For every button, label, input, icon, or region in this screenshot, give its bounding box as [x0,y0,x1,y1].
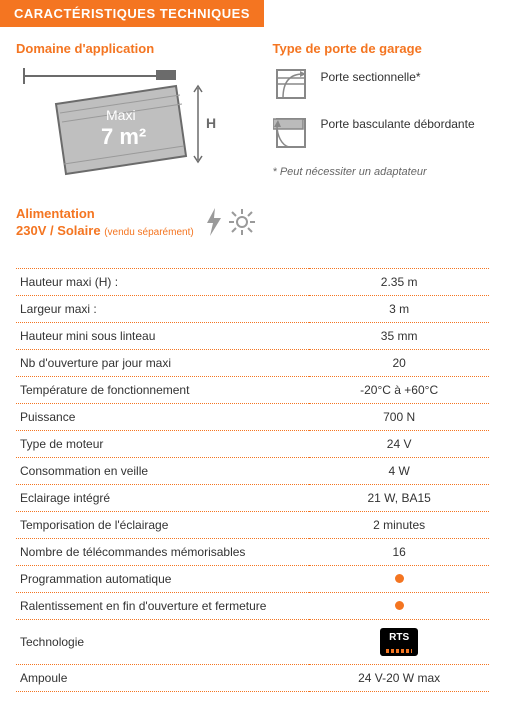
table-row: Largeur maxi :3 m [16,295,489,322]
spec-value [309,592,489,619]
spec-label: Ampoule [16,664,309,691]
bolt-icon [204,208,224,239]
top-row: Domaine d'application Maxi 7 m² [16,41,489,188]
table-row: Consommation en veille4 W [16,457,489,484]
spec-label: Eclairage intégré [16,484,309,511]
power-line2: 230V / Solaire [16,223,101,238]
table-row: Nb d'ouverture par jour maxi20 [16,349,489,376]
table-row: Hauteur mini sous linteau35 mm [16,322,489,349]
spec-label: Ralentissement en fin d'ouverture et fer… [16,592,309,619]
spec-value: 16 [309,538,489,565]
application-domain-col: Domaine d'application Maxi 7 m² [16,41,253,188]
bullet-dot-icon [395,601,404,610]
power-text: Alimentation 230V / Solaire (vendu sépar… [16,206,194,240]
tilting-door-icon [273,115,309,154]
spec-label: Nombre de télécommandes mémorisables [16,538,309,565]
table-row: Ampoule24 V-20 W max [16,664,489,691]
spec-value: -20°C à +60°C [309,376,489,403]
table-row: Eclairage intégré21 W, BA15 [16,484,489,511]
spec-label: Programmation automatique [16,565,309,592]
spec-label: Puissance [16,403,309,430]
power-sub: (vendu séparément) [104,227,194,238]
table-row: Ralentissement en fin d'ouverture et fer… [16,592,489,619]
table-row: Température de fonctionnement-20°C à +60… [16,376,489,403]
spec-value: 4 W [309,457,489,484]
spec-value: 2 minutes [309,511,489,538]
door-type-footnote: * Peut nécessiter un adaptateur [273,166,490,178]
diagram-maxi-text: Maxi [106,107,136,123]
spec-label: Nb d'ouverture par jour maxi [16,349,309,376]
garage-diagram: Maxi 7 m² H [16,68,253,188]
spec-label: Température de fonctionnement [16,376,309,403]
spec-label: Consommation en veille [16,457,309,484]
rts-badge-icon: RTS [380,628,418,656]
spec-value: RTS [309,619,489,664]
spec-value: 35 mm [309,322,489,349]
door-type-col: Type de porte de garage Porte sectionnel… [273,41,490,188]
door-type-label: Porte basculante débordante [321,115,475,133]
sun-icon [228,208,256,239]
power-icons [204,208,256,239]
diagram-h-label: H [206,115,216,131]
power-row: Alimentation 230V / Solaire (vendu sépar… [16,206,489,240]
section-banner: CARACTÉRISTIQUES TECHNIQUES [0,0,264,27]
table-row: Temporisation de l'éclairage2 minutes [16,511,489,538]
table-row: Programmation automatique [16,565,489,592]
table-row: Puissance700 N [16,403,489,430]
spec-label: Technologie [16,619,309,664]
content-area: Domaine d'application Maxi 7 m² [0,27,505,710]
sectional-door-icon [273,68,309,103]
spec-value: 20 [309,349,489,376]
bullet-dot-icon [395,574,404,583]
spec-label: Hauteur maxi (H) : [16,268,309,295]
door-type-label: Porte sectionnelle* [321,68,421,86]
spec-table: Hauteur maxi (H) :2.35 mLargeur maxi :3 … [16,268,489,692]
diagram-area-text: 7 m² [101,124,146,149]
table-row: Hauteur maxi (H) :2.35 m [16,268,489,295]
app-heading: Domaine d'application [16,41,253,56]
spec-value: 24 V [309,430,489,457]
spec-value: 3 m [309,295,489,322]
spec-label: Temporisation de l'éclairage [16,511,309,538]
table-row: Type de moteur24 V [16,430,489,457]
power-title: Alimentation [16,206,95,221]
spec-label: Largeur maxi : [16,295,309,322]
table-row: Nombre de télécommandes mémorisables16 [16,538,489,565]
table-row: Technologie RTS [16,619,489,664]
door-type-basculante: Porte basculante débordante [273,115,490,154]
spec-label: Hauteur mini sous linteau [16,322,309,349]
door-type-sectionnelle: Porte sectionnelle* [273,68,490,103]
spec-value [309,565,489,592]
spec-value: 24 V-20 W max [309,664,489,691]
door-type-heading: Type de porte de garage [273,41,490,56]
spec-label: Type de moteur [16,430,309,457]
spec-value: 700 N [309,403,489,430]
spec-value: 2.35 m [309,268,489,295]
spec-value: 21 W, BA15 [309,484,489,511]
